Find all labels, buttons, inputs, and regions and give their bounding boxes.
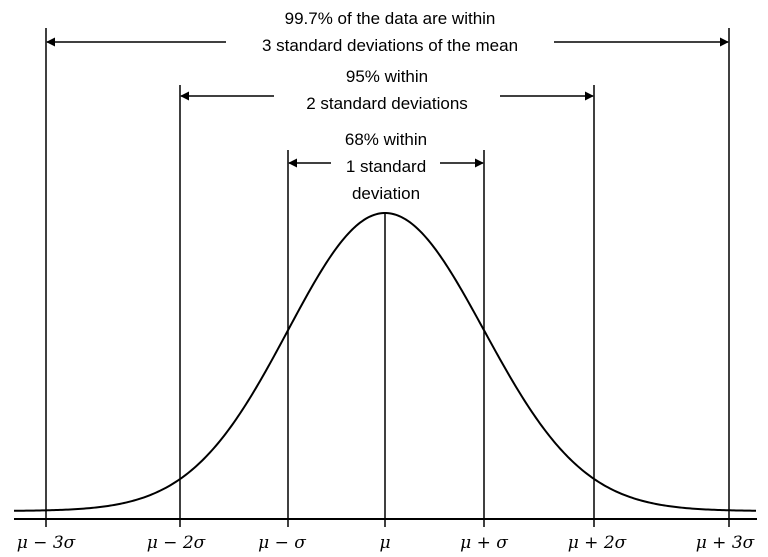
tick-label-minus-2-sigma: μ − 2σ bbox=[147, 533, 206, 553]
label-1sigma-line3: deviation bbox=[352, 184, 420, 203]
tick-label-mean: μ bbox=[379, 533, 390, 553]
label-2sigma-line2: 2 standard deviations bbox=[306, 94, 468, 113]
tick-label-plus-2-sigma: μ + 2σ bbox=[568, 533, 627, 553]
tick-label-plus-3-sigma: μ + 3σ bbox=[696, 533, 755, 553]
tick-label-minus-3-sigma: μ − 3σ bbox=[17, 533, 76, 553]
label-3sigma-line2: 3 standard deviations of the mean bbox=[262, 36, 518, 55]
label-1sigma-line1: 68% within bbox=[345, 130, 427, 149]
tick-label-plus-1-sigma: μ + σ bbox=[460, 533, 508, 553]
label-3sigma-line1: 99.7% of the data are within bbox=[285, 9, 496, 28]
tick-label-minus-1-sigma: μ − σ bbox=[258, 533, 306, 553]
label-2sigma-line1: 95% within bbox=[346, 67, 428, 86]
label-1sigma-line2: 1 standard bbox=[346, 157, 426, 176]
